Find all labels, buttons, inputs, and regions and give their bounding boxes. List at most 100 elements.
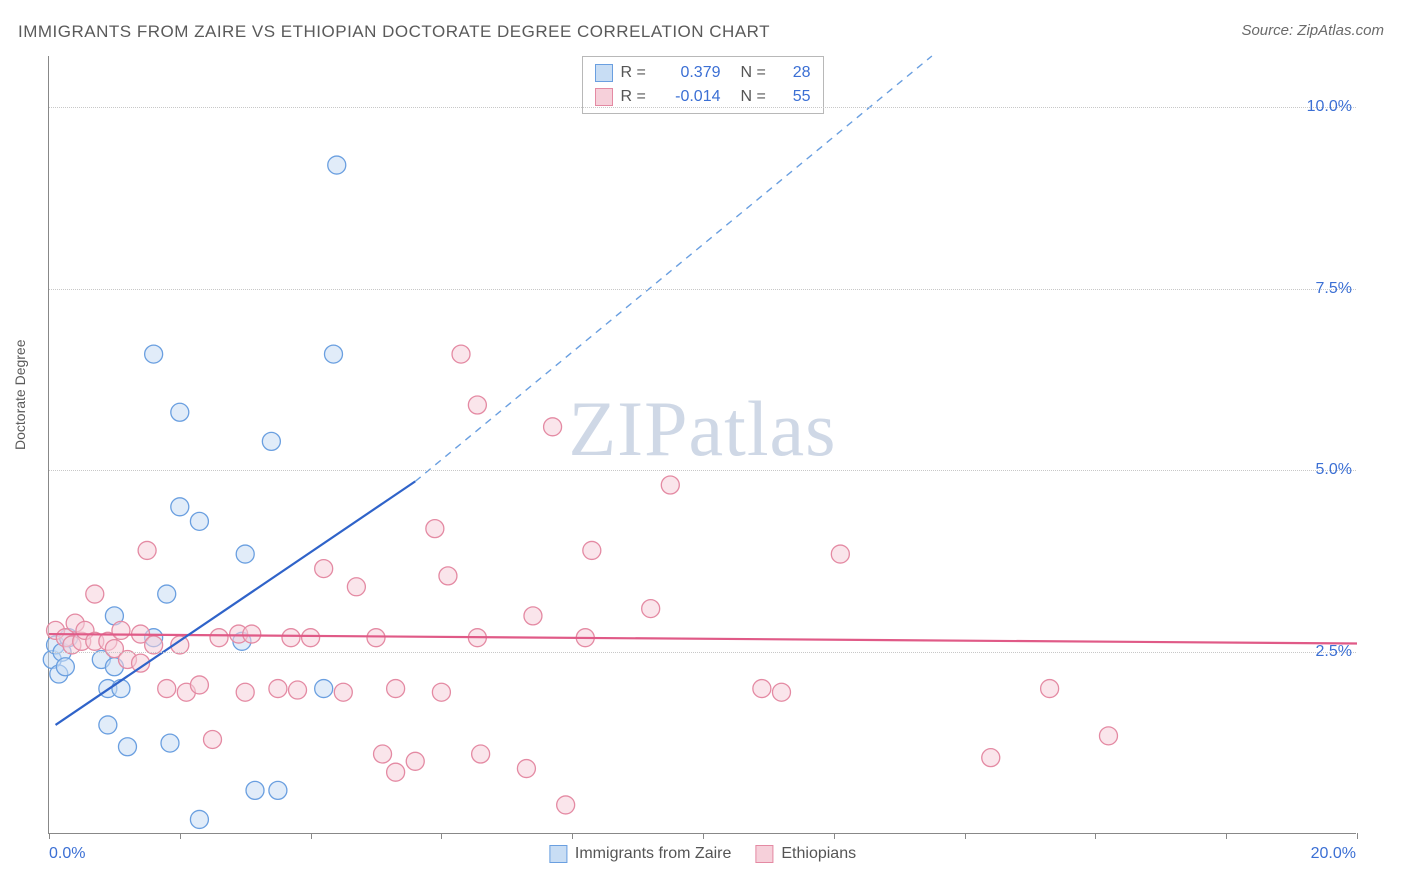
data-point-ethiopians — [387, 680, 405, 698]
swatch-zaire — [549, 845, 567, 863]
data-point-ethiopians — [468, 396, 486, 414]
legend-item-ethiopians: Ethiopians — [755, 845, 856, 863]
r-value-ethiopians: -0.014 — [661, 88, 721, 106]
data-point-zaire — [145, 345, 163, 363]
r-value-zaire: 0.379 — [661, 64, 721, 82]
trendline-zaire-extrapolation — [415, 56, 932, 481]
y-axis-label: Doctorate Degree — [12, 339, 28, 450]
r-label: R = — [621, 64, 653, 82]
gridline — [49, 652, 1356, 653]
swatch-zaire — [595, 64, 613, 82]
y-tick-label: 5.0% — [1316, 461, 1352, 479]
n-label: N = — [741, 88, 773, 106]
x-tick — [1226, 833, 1227, 839]
legend-stats-row-zaire: R = 0.379 N = 28 — [595, 61, 811, 85]
x-axis-max-label: 20.0% — [1311, 845, 1356, 863]
data-point-ethiopians — [982, 749, 1000, 767]
n-label: N = — [741, 64, 773, 82]
data-point-zaire — [324, 345, 342, 363]
data-point-ethiopians — [86, 585, 104, 603]
x-tick — [49, 833, 50, 839]
legend-label-ethiopians: Ethiopians — [781, 845, 856, 863]
n-value-zaire: 28 — [781, 64, 811, 82]
data-point-zaire — [161, 734, 179, 752]
legend-item-zaire: Immigrants from Zaire — [549, 845, 731, 863]
n-value-ethiopians: 55 — [781, 88, 811, 106]
y-tick-label: 10.0% — [1307, 98, 1352, 116]
data-point-ethiopians — [452, 345, 470, 363]
x-tick — [572, 833, 573, 839]
data-point-zaire — [158, 585, 176, 603]
data-point-ethiopians — [1041, 680, 1059, 698]
legend-stats: R = 0.379 N = 28 R = -0.014 N = 55 — [582, 56, 824, 114]
data-point-ethiopians — [517, 760, 535, 778]
data-point-zaire — [171, 403, 189, 421]
source-attribution: Source: ZipAtlas.com — [1241, 22, 1384, 39]
data-point-ethiopians — [426, 520, 444, 538]
data-point-zaire — [190, 512, 208, 530]
data-point-ethiopians — [374, 745, 392, 763]
data-point-ethiopians — [158, 680, 176, 698]
data-point-ethiopians — [472, 745, 490, 763]
data-point-ethiopians — [210, 629, 228, 647]
x-tick — [311, 833, 312, 839]
data-point-ethiopians — [347, 578, 365, 596]
x-axis-min-label: 0.0% — [49, 845, 85, 863]
legend-stats-row-ethiopians: R = -0.014 N = 55 — [595, 85, 811, 109]
data-point-ethiopians — [1099, 727, 1117, 745]
data-point-ethiopians — [432, 683, 450, 701]
data-point-ethiopians — [138, 541, 156, 559]
gridline — [49, 107, 1356, 108]
data-point-ethiopians — [544, 418, 562, 436]
data-point-ethiopians — [204, 730, 222, 748]
x-tick — [1357, 833, 1358, 839]
data-point-ethiopians — [439, 567, 457, 585]
gridline — [49, 289, 1356, 290]
data-point-ethiopians — [190, 676, 208, 694]
data-point-ethiopians — [524, 607, 542, 625]
x-tick — [180, 833, 181, 839]
data-point-ethiopians — [583, 541, 601, 559]
data-point-ethiopians — [661, 476, 679, 494]
data-point-zaire — [328, 156, 346, 174]
data-point-zaire — [190, 810, 208, 828]
data-point-zaire — [112, 680, 130, 698]
data-point-ethiopians — [236, 683, 254, 701]
legend-series: Immigrants from Zaire Ethiopians — [549, 845, 856, 863]
data-point-zaire — [171, 498, 189, 516]
data-point-zaire — [269, 781, 287, 799]
x-tick — [1095, 833, 1096, 839]
data-point-ethiopians — [243, 625, 261, 643]
y-tick-label: 2.5% — [1316, 643, 1352, 661]
data-point-ethiopians — [302, 629, 320, 647]
x-tick — [965, 833, 966, 839]
data-point-ethiopians — [367, 629, 385, 647]
data-point-ethiopians — [642, 600, 660, 618]
x-tick — [834, 833, 835, 839]
data-point-ethiopians — [753, 680, 771, 698]
data-point-zaire — [315, 680, 333, 698]
data-point-ethiopians — [334, 683, 352, 701]
data-point-ethiopians — [289, 681, 307, 699]
data-point-ethiopians — [282, 629, 300, 647]
r-label: R = — [621, 88, 653, 106]
data-point-zaire — [262, 432, 280, 450]
x-tick — [703, 833, 704, 839]
data-point-ethiopians — [557, 796, 575, 814]
chart-svg — [49, 56, 1356, 833]
data-point-zaire — [118, 738, 136, 756]
data-point-ethiopians — [772, 683, 790, 701]
data-point-ethiopians — [387, 763, 405, 781]
x-tick — [441, 833, 442, 839]
swatch-ethiopians — [595, 88, 613, 106]
data-point-zaire — [246, 781, 264, 799]
chart-title: IMMIGRANTS FROM ZAIRE VS ETHIOPIAN DOCTO… — [18, 22, 770, 42]
trendline-zaire — [56, 481, 416, 725]
data-point-ethiopians — [406, 752, 424, 770]
data-point-zaire — [236, 545, 254, 563]
data-point-ethiopians — [831, 545, 849, 563]
data-point-zaire — [56, 658, 74, 676]
gridline — [49, 470, 1356, 471]
data-point-ethiopians — [269, 680, 287, 698]
plot-area: ZIPatlas R = 0.379 N = 28 R = -0.014 N =… — [48, 56, 1356, 834]
